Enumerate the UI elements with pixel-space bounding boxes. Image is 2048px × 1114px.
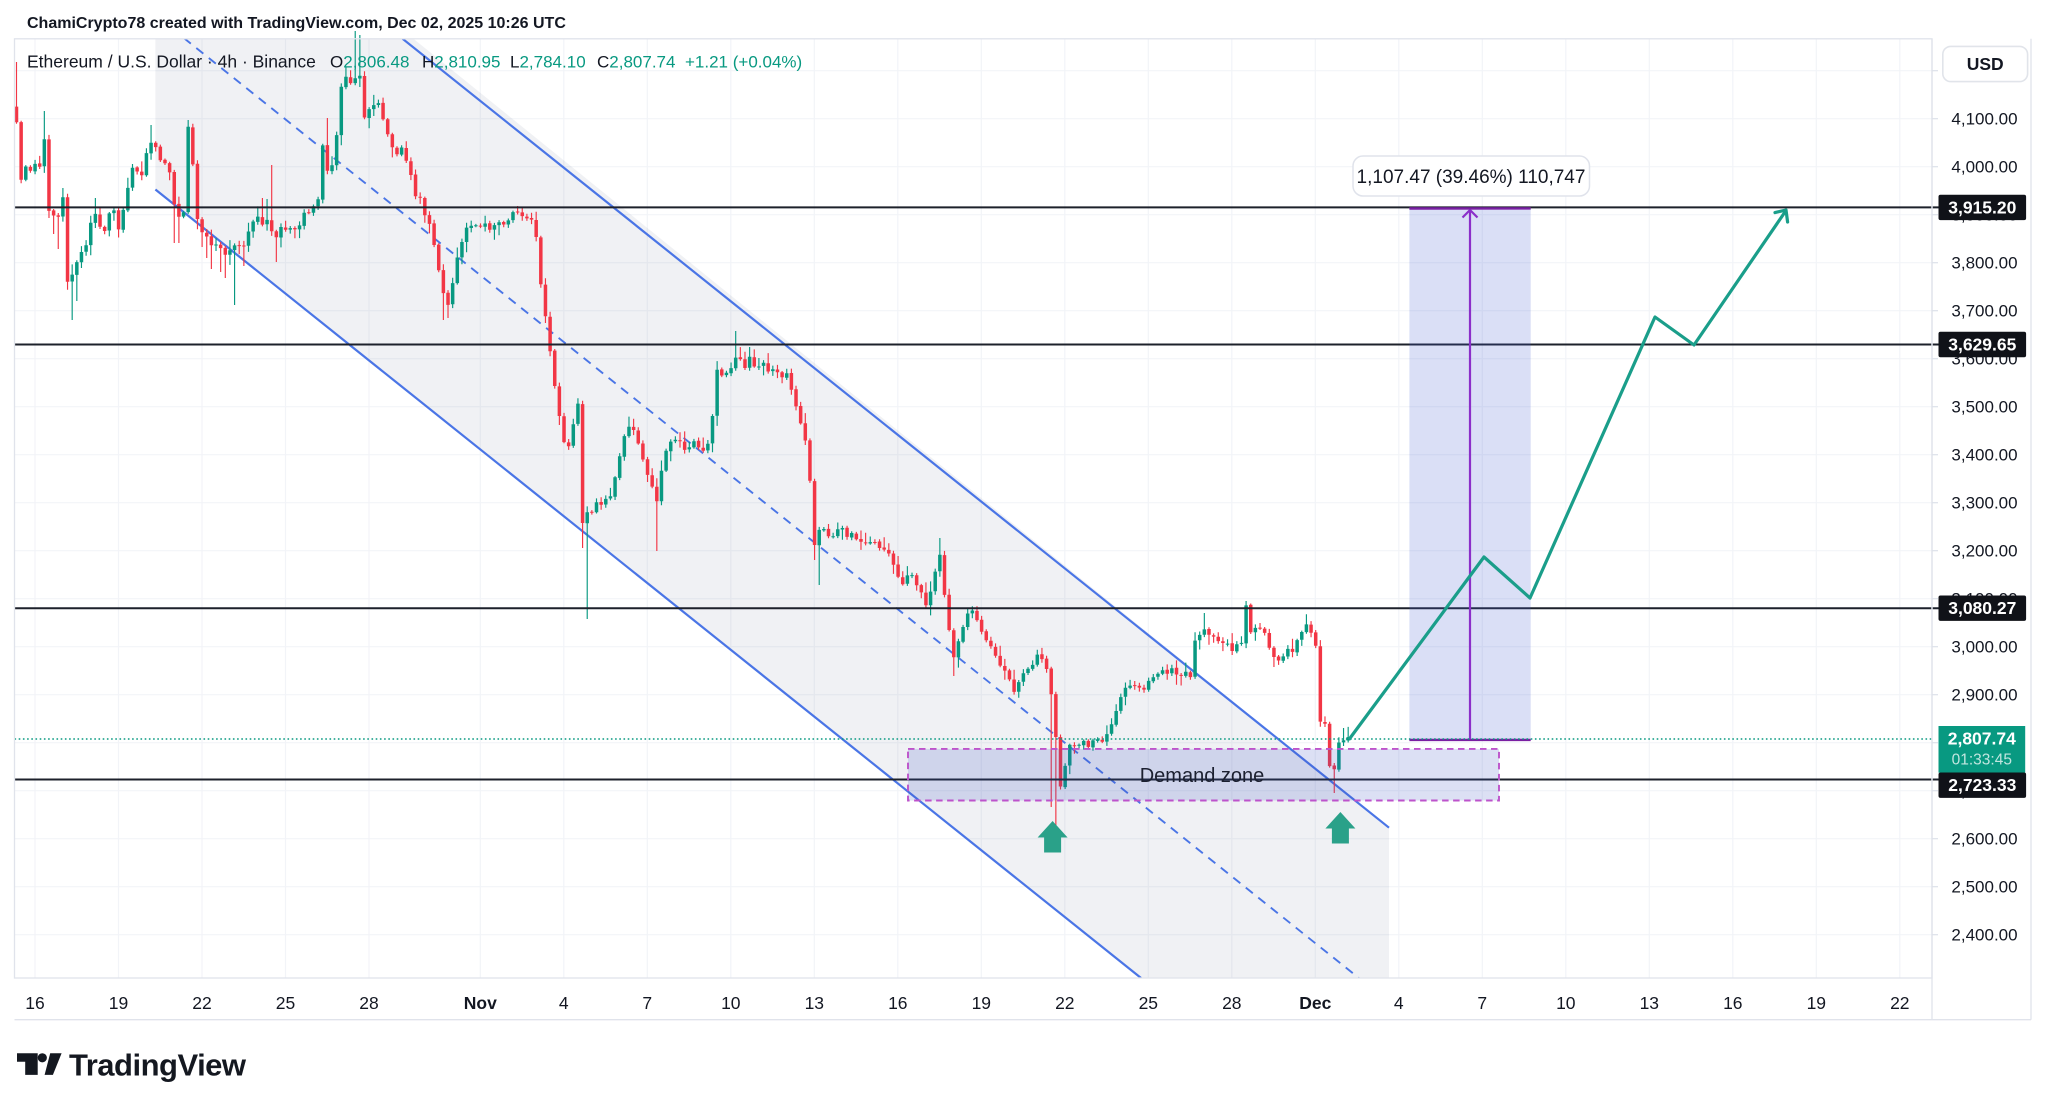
svg-text:2,807.74: 2,807.74 (1948, 729, 2016, 749)
svg-text:3,800.00: 3,800.00 (1951, 254, 2017, 273)
svg-text:Demand zone: Demand zone (1140, 765, 1265, 787)
svg-text:22: 22 (1890, 993, 1909, 1013)
svg-text:3,500.00: 3,500.00 (1951, 398, 2017, 417)
svg-text:19: 19 (109, 993, 128, 1013)
svg-text:L2,784.10: L2,784.10 (510, 53, 586, 72)
svg-text:3,200.00: 3,200.00 (1951, 542, 2017, 561)
svg-text:01:33:45: 01:33:45 (1952, 752, 2012, 769)
svg-text:16: 16 (1723, 993, 1742, 1013)
svg-text:2,900.00: 2,900.00 (1951, 686, 2017, 705)
svg-text:3,629.65: 3,629.65 (1948, 335, 2016, 355)
svg-text:13: 13 (1640, 993, 1659, 1013)
svg-text:Nov: Nov (464, 993, 497, 1013)
svg-text:16: 16 (25, 993, 44, 1013)
svg-text:O2,806.48: O2,806.48 (330, 53, 409, 72)
svg-text:TradingView: TradingView (69, 1048, 247, 1083)
svg-text:7: 7 (1477, 993, 1487, 1013)
svg-text:1,107.47 (39.46%) 110,747: 1,107.47 (39.46%) 110,747 (1357, 167, 1586, 188)
svg-text:22: 22 (192, 993, 211, 1013)
svg-text:4,100.00: 4,100.00 (1951, 110, 2017, 129)
svg-text:3,700.00: 3,700.00 (1951, 302, 2017, 321)
svg-text:10: 10 (721, 993, 741, 1013)
svg-text:C2,807.74: C2,807.74 (597, 53, 675, 72)
svg-text:4: 4 (1394, 993, 1404, 1013)
svg-text:2,500.00: 2,500.00 (1951, 878, 2017, 897)
svg-text:3,915.20: 3,915.20 (1948, 197, 2016, 217)
svg-text:H2,810.95: H2,810.95 (422, 53, 500, 72)
svg-text:25: 25 (1139, 993, 1158, 1013)
svg-text:10: 10 (1556, 993, 1576, 1013)
svg-text:25: 25 (276, 993, 295, 1013)
svg-text:3,300.00: 3,300.00 (1951, 494, 2017, 513)
svg-text:ChamiCrypto78 created with Tra: ChamiCrypto78 created with TradingView.c… (27, 15, 566, 32)
svg-text:28: 28 (1222, 993, 1241, 1013)
svg-text:USD: USD (1967, 54, 2004, 74)
svg-text:19: 19 (1807, 993, 1826, 1013)
svg-text:Ethereum / U.S. Dollar · 4h ·: Ethereum / U.S. Dollar · 4h · Binance (27, 52, 316, 72)
svg-text:3,000.00: 3,000.00 (1951, 638, 2017, 657)
svg-text:3,400.00: 3,400.00 (1951, 446, 2017, 465)
svg-text:19: 19 (972, 993, 991, 1013)
svg-text:7: 7 (642, 993, 652, 1013)
svg-text:Dec: Dec (1299, 993, 1331, 1013)
svg-text:+1.21 (+0.04%): +1.21 (+0.04%) (685, 53, 802, 72)
svg-text:2,400.00: 2,400.00 (1951, 926, 2017, 945)
svg-text:28: 28 (359, 993, 378, 1013)
svg-text:3,080.27: 3,080.27 (1948, 598, 2016, 618)
svg-text:2,600.00: 2,600.00 (1951, 830, 2017, 849)
svg-text:4,000.00: 4,000.00 (1951, 158, 2017, 177)
svg-text:13: 13 (805, 993, 824, 1013)
svg-text:2,723.33: 2,723.33 (1948, 775, 2016, 795)
svg-text:22: 22 (1055, 993, 1074, 1013)
svg-text:16: 16 (888, 993, 907, 1013)
svg-text:4: 4 (559, 993, 569, 1013)
